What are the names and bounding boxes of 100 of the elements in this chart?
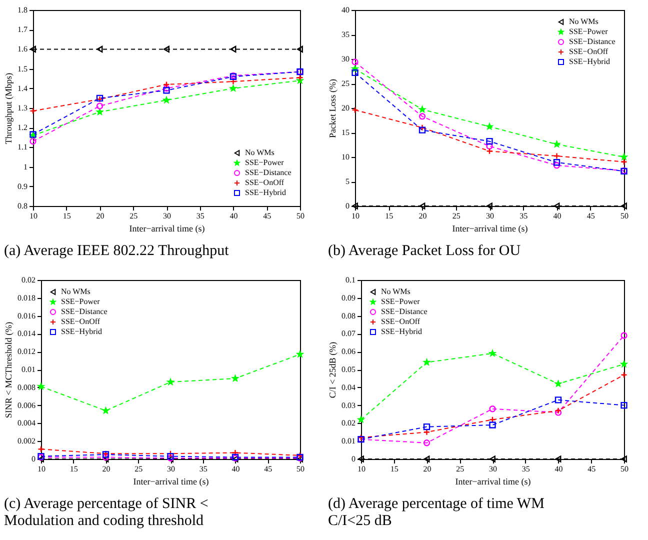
y-tick-label: 15 xyxy=(342,128,350,137)
x-tick-label: 20 xyxy=(102,464,110,474)
y-tick-label: 0.08 xyxy=(342,311,356,320)
legend-label: No WMs xyxy=(245,148,274,157)
text: (a) Average IEEE 802.22 Throughput xyxy=(4,243,230,259)
y-tick-label: 1.1 xyxy=(18,142,28,152)
y-tick-label: 1.8 xyxy=(18,6,28,14)
x-tick-label: 40 xyxy=(553,212,562,220)
x-tick-label: 45 xyxy=(586,212,595,220)
legend-label: SSE−Distance xyxy=(381,307,428,316)
y-tick-label: 0.01 xyxy=(342,436,356,446)
y-tick-label: 0 xyxy=(32,454,36,464)
legend-label: No WMs xyxy=(61,287,90,296)
text: (b) Average Packet Loss for OU xyxy=(328,243,521,259)
legend-label: SSE−OnOff xyxy=(245,178,284,187)
y-axis-title: SINR < MCThreshold (%) xyxy=(4,322,14,418)
x-tick-label: 15 xyxy=(70,464,78,474)
y-tick-label: 0.04 xyxy=(342,382,356,392)
legend-label: SSE−OnOff xyxy=(61,317,100,326)
x-tick-label: 20 xyxy=(423,464,432,474)
x-tick-label: 40 xyxy=(554,464,563,474)
x-tick-label: 45 xyxy=(264,464,272,474)
legend-label: SSE−Hybrid xyxy=(381,327,422,336)
y-tick-label: 1 xyxy=(24,162,28,172)
y-tick-label: 0.006 xyxy=(18,400,36,410)
legend-label: SSE−Power xyxy=(569,27,608,36)
x-tick-label: 10 xyxy=(38,464,46,474)
y-tick-label: 0.018 xyxy=(18,293,36,302)
y-tick-label: 0.9 xyxy=(18,182,28,191)
x-tick-label: 15 xyxy=(385,212,394,220)
x-tick-label: 35 xyxy=(520,212,528,220)
y-tick-label: 35 xyxy=(342,30,350,39)
y-tick-label: 0.8 xyxy=(18,202,28,210)
y-tick-label: 0.002 xyxy=(18,436,36,446)
y-tick-label: 0.014 xyxy=(18,329,36,338)
legend-label: No WMs xyxy=(569,17,598,26)
legend-label: No WMs xyxy=(381,287,410,296)
x-tick-label: 45 xyxy=(263,212,272,220)
y-tick-label: 0.012 xyxy=(18,347,36,356)
legend-label: SSE−Hybrid xyxy=(569,57,610,66)
y-axis-title: Packet Loss (%) xyxy=(328,79,338,138)
text: (c) Average percentage of SINR < Modulation and coding threshold xyxy=(4,496,208,529)
legend-label: SSE−Power xyxy=(245,158,284,167)
y-tick-label: 1.7 xyxy=(18,25,28,34)
y-tick-label: 30 xyxy=(342,54,350,64)
x-tick-label: 30 xyxy=(486,212,494,220)
legend-label: SSE−OnOff xyxy=(381,317,420,326)
y-tick-label: 0.01 xyxy=(22,365,36,374)
y-tick-label: 0.03 xyxy=(342,400,356,410)
x-tick-label: 10 xyxy=(358,464,366,474)
x-tick-label: 30 xyxy=(167,464,175,474)
y-axis-title: Throughput (Mbps) xyxy=(4,72,14,144)
y-tick-label: 20 xyxy=(342,104,350,112)
legend-label: SSE−Hybrid xyxy=(61,327,102,336)
x-tick-label: 30 xyxy=(489,464,497,474)
x-tick-label: 45 xyxy=(588,464,596,474)
x-axis-title: Inter−arrival time (s) xyxy=(129,224,205,234)
y-tick-label: 0.02 xyxy=(342,418,356,428)
x-axis-title: Inter−arrival time (s) xyxy=(452,224,528,234)
y-tick-label: 0.02 xyxy=(22,276,36,284)
legend-label: SSE−Power xyxy=(381,297,420,306)
y-tick-label: 0.008 xyxy=(18,382,36,392)
x-tick-label: 50 xyxy=(620,464,628,474)
x-axis-title: Inter−arrival time (s) xyxy=(455,476,531,486)
x-tick-label: 35 xyxy=(199,464,208,474)
y-tick-label: 0 xyxy=(352,454,356,464)
y-tick-label: 1.6 xyxy=(18,44,28,54)
x-tick-label: 25 xyxy=(452,212,460,220)
y-tick-label: 0.09 xyxy=(342,293,356,302)
x-tick-label: 25 xyxy=(130,212,138,220)
y-tick-label: 0.004 xyxy=(18,418,36,428)
legend-label: SSE−Hybrid xyxy=(245,188,286,197)
y-tick-label: 1.2 xyxy=(18,123,28,132)
y-tick-label: 0.016 xyxy=(18,311,36,320)
x-tick-label: 40 xyxy=(230,212,238,220)
legend-label: SSE−Distance xyxy=(245,168,292,177)
x-tick-label: 40 xyxy=(232,464,240,474)
y-axis-title: C/I < 25dB (%) xyxy=(328,342,338,398)
x-tick-label: 50 xyxy=(620,212,628,220)
y-tick-label: 1.3 xyxy=(18,104,28,112)
x-tick-label: 25 xyxy=(456,464,464,474)
x-tick-label: 50 xyxy=(296,212,304,220)
y-tick-label: 1.5 xyxy=(18,64,28,74)
x-tick-label: 15 xyxy=(390,464,398,474)
x-axis-title: Inter−arrival time (s) xyxy=(133,476,209,486)
x-tick-label: 35 xyxy=(196,212,204,220)
y-tick-label: 0.1 xyxy=(346,276,356,284)
x-tick-label: 30 xyxy=(163,212,171,220)
y-tick-label: 40 xyxy=(342,6,350,14)
y-tick-label: 0.06 xyxy=(342,347,356,356)
y-tick-label: 10 xyxy=(342,152,350,162)
x-tick-label: 20 xyxy=(418,212,427,220)
legend-label: SSE−Distance xyxy=(61,307,108,316)
x-tick-label: 20 xyxy=(96,212,104,220)
y-tick-label: 0 xyxy=(346,202,350,210)
legend-label: SSE−Distance xyxy=(569,37,616,46)
legend-label: SSE−Power xyxy=(61,297,100,306)
y-tick-label: 5 xyxy=(346,177,350,186)
text: (d) Average percentage of time WM C/I<25 dB xyxy=(328,496,544,529)
x-tick-label: 15 xyxy=(62,212,71,220)
